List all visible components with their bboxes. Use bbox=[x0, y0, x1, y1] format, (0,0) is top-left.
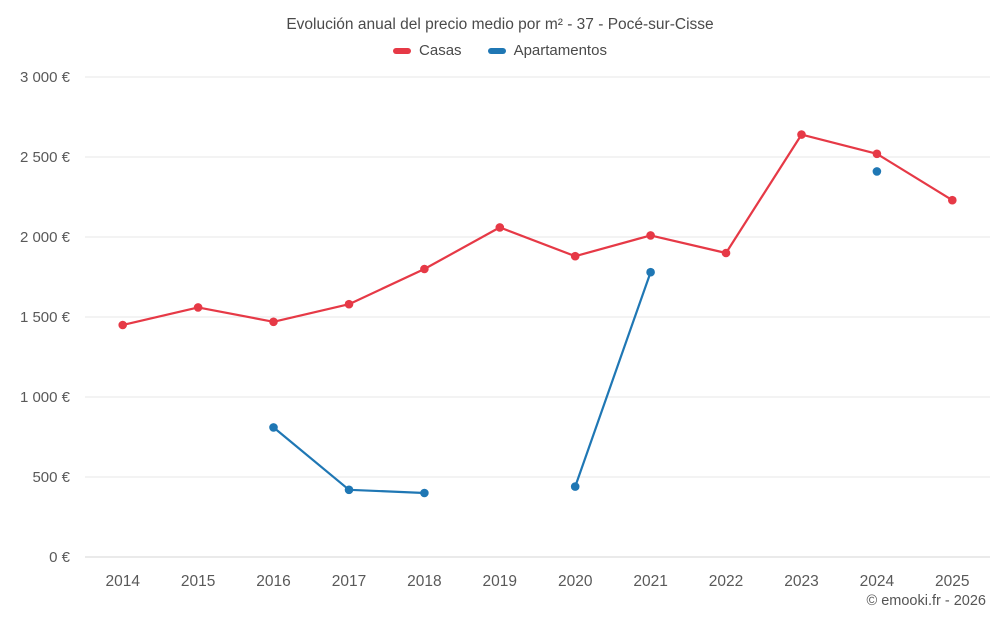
x-tick-label: 2015 bbox=[181, 573, 215, 590]
y-tick-label: 0 € bbox=[49, 549, 71, 566]
x-tick-label: 2014 bbox=[105, 573, 140, 590]
apartamentos-point-2016 bbox=[269, 423, 278, 432]
x-tick-label: 2024 bbox=[860, 573, 895, 590]
apartamentos-line bbox=[274, 171, 877, 493]
apartamentos-point-2021 bbox=[646, 267, 655, 277]
y-tick-label: 500 € bbox=[32, 469, 70, 486]
legend-item-apartamentos[interactable]: Apartamentos bbox=[487, 42, 607, 59]
casas-point-2016 bbox=[269, 317, 278, 327]
casas-line bbox=[122, 133, 953, 327]
y-tick-label: 3 000 € bbox=[20, 69, 71, 86]
line-chart-svg: 0 € 500 € 1 000 € 1 500 € 2 000 € 2 500 € 3 00… bbox=[20, 69, 990, 590]
casas-point-2025 bbox=[948, 195, 957, 205]
apartamentos-legend-label: Apartamentos bbox=[513, 42, 607, 59]
x-tick-label: 2019 bbox=[483, 573, 517, 590]
x-tick-label: 2025 bbox=[935, 573, 969, 590]
y-tick-label: 2 500 € bbox=[20, 149, 71, 166]
casas-point-2014 bbox=[118, 320, 127, 330]
y-tick-label: 1 500 € bbox=[20, 309, 71, 326]
apartamentos-point-2017 bbox=[344, 485, 354, 495]
y-tick-label: 1 000 € bbox=[20, 389, 71, 406]
x-tick-label: 2021 bbox=[633, 573, 667, 590]
apartamentos-point-2020 bbox=[570, 482, 580, 491]
apartamentos-point-2024 bbox=[872, 167, 882, 176]
casas-point-2023 bbox=[797, 130, 806, 139]
x-tick-label: 2016 bbox=[256, 573, 290, 590]
casas-point-2018 bbox=[420, 264, 429, 274]
casas-point-2021 bbox=[646, 231, 655, 240]
x-tick-label: 2020 bbox=[558, 573, 593, 590]
apartamentos-point-2018 bbox=[420, 488, 429, 498]
casas-legend-label: Casas bbox=[419, 42, 462, 59]
x-tick-label: 2022 bbox=[709, 573, 743, 590]
copyright: © emooki.fr - 2026 bbox=[866, 593, 986, 609]
legend-item-casas[interactable]: Casas bbox=[393, 42, 462, 59]
casas-point-2024 bbox=[872, 149, 882, 159]
y-tick-label: 2 000 € bbox=[20, 229, 71, 246]
chart-title: Evolución anual del precio medio por m² … bbox=[286, 16, 714, 33]
casas-point-2019 bbox=[495, 223, 505, 232]
apartamentos-legend-marker-icon bbox=[487, 47, 506, 54]
x-tick-label: 2023 bbox=[784, 573, 818, 590]
casas-legend-marker-icon bbox=[393, 47, 412, 54]
x-tick-label: 2018 bbox=[407, 573, 441, 590]
x-tick-label: 2017 bbox=[332, 573, 366, 590]
casas-point-2015 bbox=[193, 303, 203, 312]
legend: Casas Apartamentos bbox=[0, 42, 1000, 59]
casas-point-2017 bbox=[344, 299, 354, 309]
casas-point-2020 bbox=[570, 251, 580, 261]
casas-point-2022 bbox=[721, 248, 731, 258]
